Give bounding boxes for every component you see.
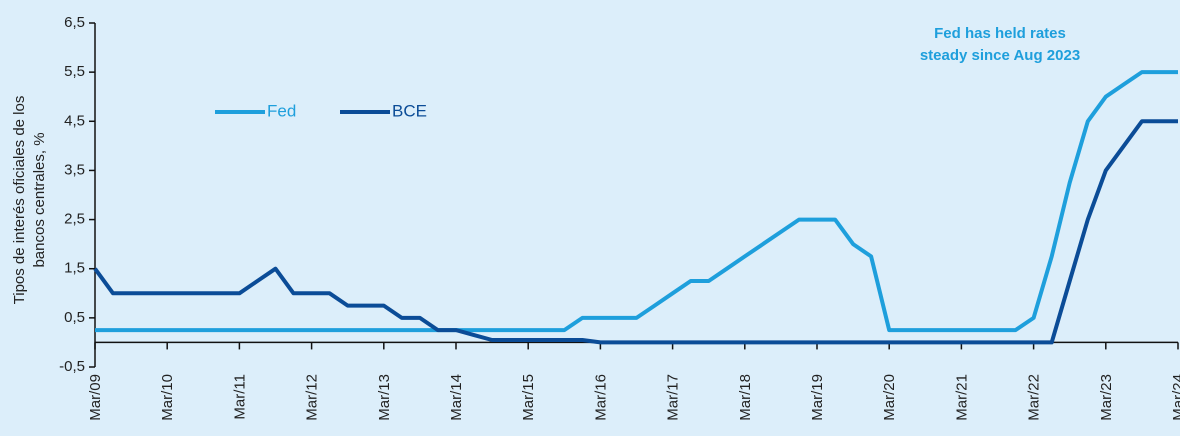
x-tick-label: Mar/22 <box>1026 374 1043 421</box>
y-label-line: bancos centrales, % <box>31 132 48 267</box>
annotation: steady since Aug 2023 <box>920 47 1080 64</box>
y-tick-label: 1,5 <box>64 260 85 277</box>
x-tick-label: Mar/16 <box>592 374 609 421</box>
y-tick-label: 2,5 <box>64 211 85 228</box>
y-tick-label: 4,5 <box>64 112 85 129</box>
y-tick-label: -0,5 <box>59 358 85 375</box>
annotation: Fed has held rates <box>934 25 1066 42</box>
x-tick-label: Mar/21 <box>953 374 970 421</box>
y-axis-title: Tipos de interés oficiales de los bancos… <box>11 96 48 305</box>
series-line <box>93 119 1178 345</box>
y-tick-label: 0,5 <box>64 309 85 326</box>
x-tick-label: Mar/13 <box>376 374 393 421</box>
series-line <box>95 70 1178 333</box>
x-tick-label: Mar/12 <box>304 374 321 421</box>
x-tick-label: Mar/15 <box>520 374 537 421</box>
x-tick-label: Mar/09 <box>87 374 104 421</box>
legend-label: Fed <box>267 101 296 120</box>
legend-label: BCE <box>392 101 427 120</box>
x-tick-label: Mar/10 <box>159 374 176 421</box>
x-tick-label: Mar/24 <box>1170 374 1180 421</box>
x-tick-label: Mar/23 <box>1098 374 1115 421</box>
y-tick-label: 3,5 <box>64 161 85 178</box>
x-tick-label: Mar/14 <box>448 374 465 421</box>
x-tick-label: Mar/17 <box>665 374 682 421</box>
x-tick-label: Mar/11 <box>231 374 248 420</box>
x-tick-label: Mar/20 <box>881 374 898 421</box>
y-tick-label: 6,5 <box>64 14 85 31</box>
x-tick-label: Mar/19 <box>809 374 826 421</box>
y-tick-label: 5,5 <box>64 63 85 80</box>
x-tick-label: Mar/18 <box>737 374 754 421</box>
y-label-line: Tipos de interés oficiales de los <box>11 96 28 305</box>
